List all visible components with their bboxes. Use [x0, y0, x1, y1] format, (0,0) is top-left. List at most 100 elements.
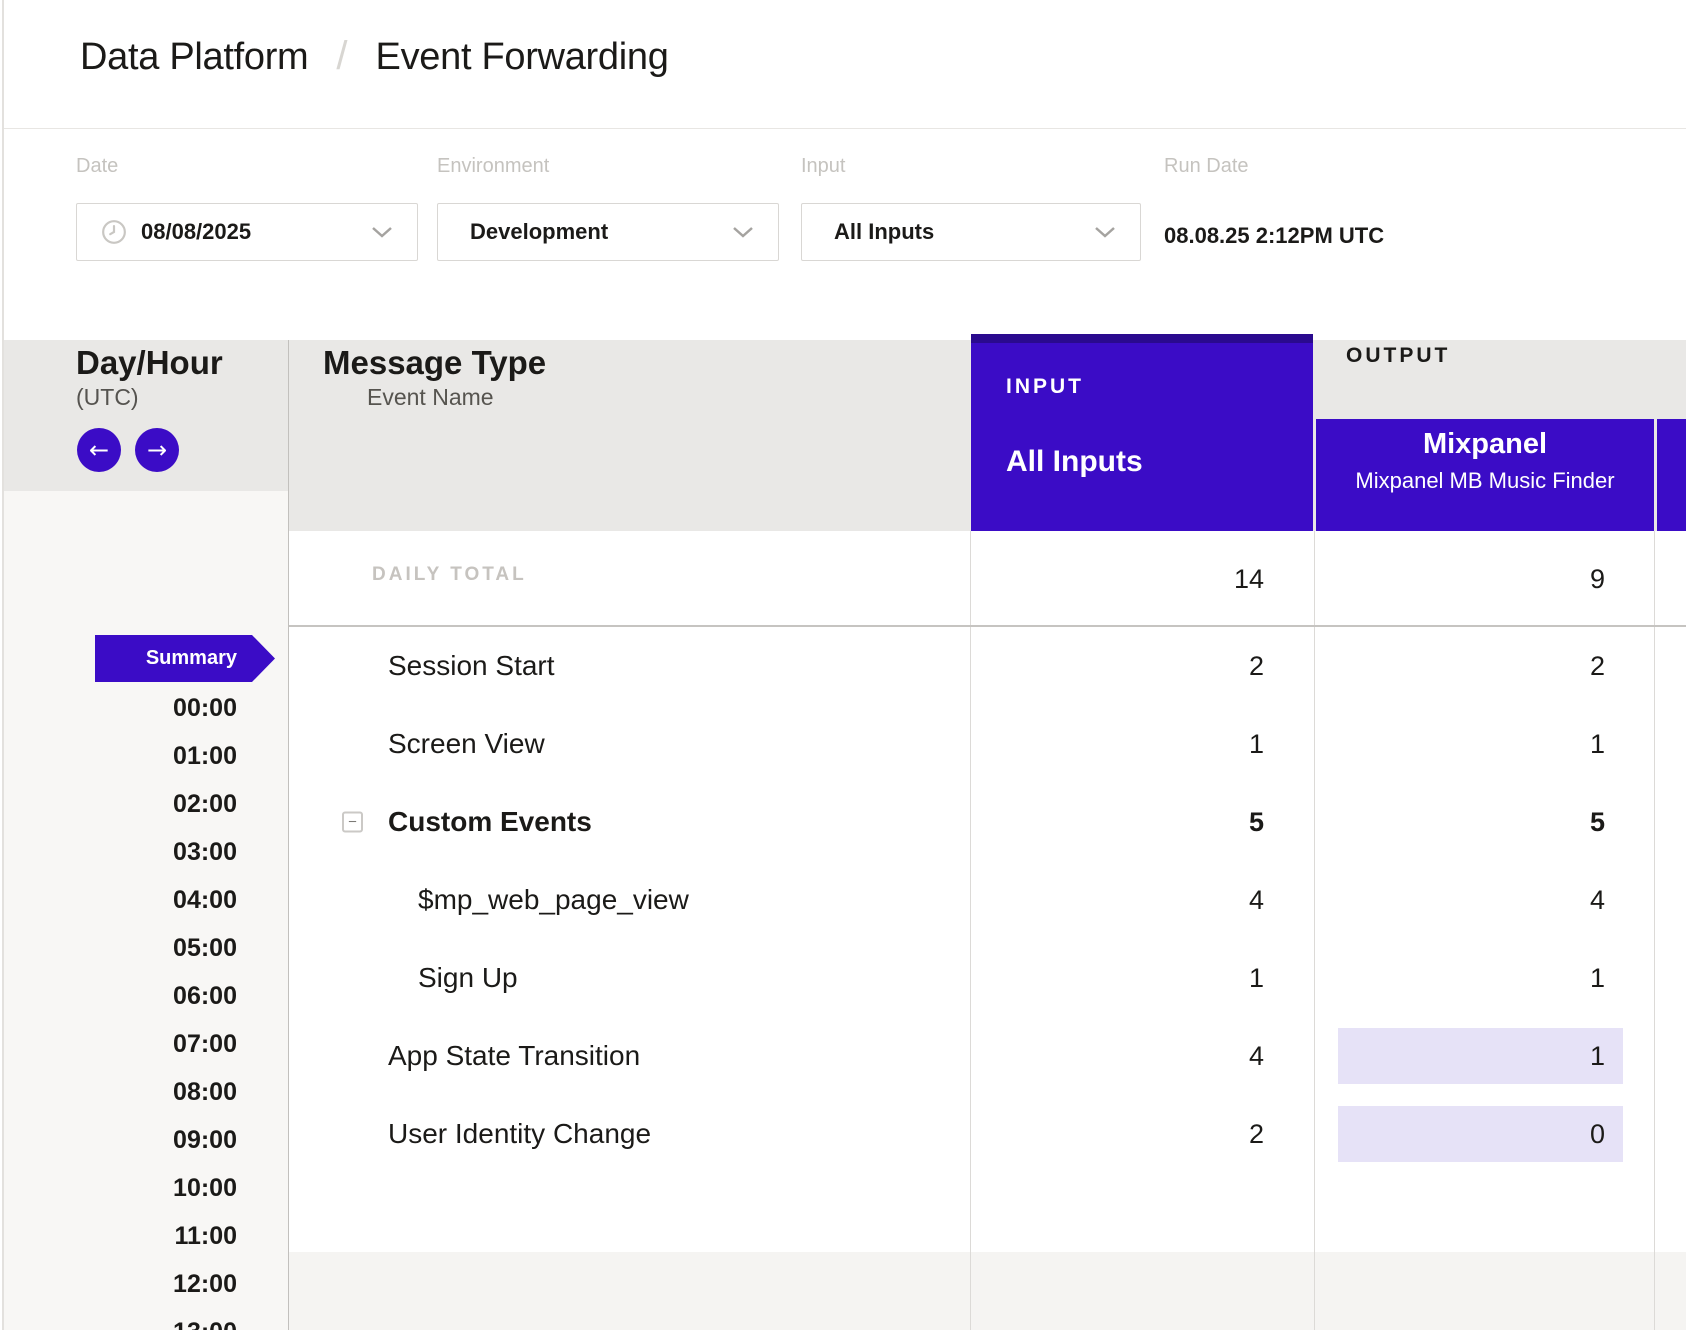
- environment-select[interactable]: Development: [437, 203, 779, 261]
- hour-label[interactable]: 11:00: [174, 1221, 237, 1251]
- highlighted-output-cell: 1: [1338, 1028, 1623, 1084]
- message-type-cell: − Custom Events: [289, 783, 970, 861]
- arrow-left-icon: ←: [89, 438, 109, 462]
- input-count-value: 2: [1249, 651, 1264, 682]
- hour-label[interactable]: 07:00: [173, 1029, 237, 1059]
- summary-tag[interactable]: Summary: [95, 635, 275, 682]
- input-count-value: 2: [1249, 1119, 1264, 1150]
- event-name: Custom Events: [388, 806, 592, 838]
- input-count-value: 4: [1249, 885, 1264, 916]
- output-count-value: 2: [1590, 651, 1605, 682]
- table-footer-area: [289, 1252, 1686, 1330]
- hour-label[interactable]: 06:00: [173, 981, 237, 1011]
- hour-label[interactable]: 01:00: [173, 741, 237, 771]
- output-count-cell: 5: [1316, 783, 1655, 861]
- output-section-label: OUTPUT: [1346, 344, 1450, 368]
- hour-label[interactable]: 04:00: [173, 885, 237, 915]
- hour-label[interactable]: 09:00: [173, 1125, 237, 1155]
- event-name: Session Start: [388, 650, 555, 682]
- event-name-subtitle: Event Name: [367, 384, 494, 411]
- input-count-value: 4: [1249, 1041, 1264, 1072]
- breadcrumb-event-forwarding[interactable]: Event Forwarding: [376, 36, 669, 79]
- hour-label[interactable]: 02:00: [173, 789, 237, 819]
- day-nav-buttons: ← →: [77, 428, 179, 472]
- run-date-label: Run Date: [1164, 155, 1384, 183]
- event-forwarding-page: Data Platform / Event Forwarding Date 08…: [0, 0, 1686, 1330]
- hour-label[interactable]: 08:00: [173, 1077, 237, 1107]
- hour-label[interactable]: 00:00: [173, 693, 237, 723]
- output-count-cell: 1: [1316, 705, 1655, 783]
- output-count-cell: 0: [1316, 1095, 1655, 1173]
- next-output-column-header[interactable]: [1657, 419, 1686, 531]
- input-section-label: INPUT: [1006, 375, 1084, 399]
- chevron-down-icon: [1094, 226, 1116, 238]
- output-count-value: 4: [1590, 885, 1605, 916]
- breadcrumb: Data Platform / Event Forwarding: [80, 34, 669, 79]
- chevron-down-icon: [371, 226, 393, 238]
- table-body: DAILY TOTAL 14 9 Session Start22Screen V…: [289, 531, 1686, 1330]
- output-column-header-mixpanel[interactable]: Mixpanel Mixpanel MB Music Finder: [1316, 419, 1654, 531]
- summary-tag-label: Summary: [146, 647, 237, 670]
- input-count-cell: 4: [971, 1017, 1314, 1095]
- hour-label[interactable]: 03:00: [173, 837, 237, 867]
- arrow-right-icon: →: [147, 438, 167, 462]
- output-cell-box: 5: [1316, 783, 1655, 861]
- output-count-cell: 2: [1316, 627, 1655, 705]
- input-column-header[interactable]: INPUT All Inputs: [971, 334, 1313, 531]
- filter-bar: Date 08/08/2025 Environment Development: [4, 129, 1686, 340]
- table-row[interactable]: User Identity Change 2 0: [289, 1095, 1686, 1173]
- input-count-value: 1: [1249, 729, 1264, 760]
- output-count-value: 0: [1590, 1119, 1605, 1150]
- output-count-value: 1: [1590, 963, 1605, 994]
- clock-icon: [101, 219, 127, 245]
- hour-label[interactable]: 05:00: [173, 933, 237, 963]
- output-cell-box: 2: [1316, 627, 1655, 705]
- date-select[interactable]: 08/08/2025: [76, 203, 418, 261]
- event-name: Sign Up: [418, 962, 518, 994]
- daily-total-row: DAILY TOTAL 14 9: [289, 531, 1686, 627]
- breadcrumb-data-platform[interactable]: Data Platform: [80, 36, 308, 79]
- collapse-icon[interactable]: −: [342, 812, 363, 833]
- day-hour-subtitle: (UTC): [76, 384, 139, 411]
- output-cell-box: 4: [1316, 861, 1655, 939]
- table-row[interactable]: Screen View11: [289, 705, 1686, 783]
- message-type-cell: User Identity Change: [289, 1095, 970, 1173]
- output-cell-box: 1: [1316, 939, 1655, 1017]
- input-count-cell: 2: [971, 1095, 1314, 1173]
- event-name: App State Transition: [388, 1040, 640, 1072]
- message-type-title: Message Type: [323, 344, 546, 382]
- chevron-down-icon: [732, 226, 754, 238]
- table-row[interactable]: $mp_web_page_view 4 4: [289, 861, 1686, 939]
- message-type-cell: $mp_web_page_view: [289, 861, 970, 939]
- daily-total-label: DAILY TOTAL: [372, 564, 527, 586]
- divider: [288, 340, 289, 1330]
- table-row[interactable]: −Custom Events55: [289, 783, 1686, 861]
- environment-filter-label: Environment: [437, 155, 779, 183]
- output-count-value: 5: [1590, 807, 1605, 838]
- hour-label[interactable]: 10:00: [173, 1173, 237, 1203]
- day-hour-header: Day/Hour (UTC) ← →: [4, 340, 288, 491]
- table-row[interactable]: Session Start 2 2: [289, 627, 1686, 705]
- output-count-cell: 1: [1316, 939, 1655, 1017]
- input-select[interactable]: All Inputs: [801, 203, 1141, 261]
- output-name: Mixpanel: [1423, 428, 1547, 461]
- table-row[interactable]: App State Transition 4 1: [289, 1017, 1686, 1095]
- hour-label[interactable]: 13:00: [173, 1317, 237, 1330]
- input-column-name: All Inputs: [1006, 445, 1143, 479]
- daily-total-output-value: 9: [1316, 531, 1655, 627]
- run-date-value: 08.08.25 2:12PM UTC: [1164, 223, 1384, 249]
- next-day-button[interactable]: →: [135, 428, 179, 472]
- date-select-value: 08/08/2025: [141, 219, 251, 245]
- event-name: $mp_web_page_view: [418, 884, 689, 916]
- input-count-cell: 1: [971, 939, 1314, 1017]
- input-filter: Input All Inputs: [801, 155, 1141, 261]
- input-count-value: 1: [1249, 963, 1264, 994]
- output-count-value: 1: [1590, 729, 1605, 760]
- date-filter: Date 08/08/2025: [76, 155, 418, 261]
- input-select-value: All Inputs: [834, 219, 934, 245]
- hour-label[interactable]: 12:00: [173, 1269, 237, 1299]
- message-type-cell: Session Start: [289, 627, 970, 705]
- table-row[interactable]: Sign Up 1 1: [289, 939, 1686, 1017]
- environment-filter: Environment Development: [437, 155, 779, 261]
- previous-day-button[interactable]: ←: [77, 428, 121, 472]
